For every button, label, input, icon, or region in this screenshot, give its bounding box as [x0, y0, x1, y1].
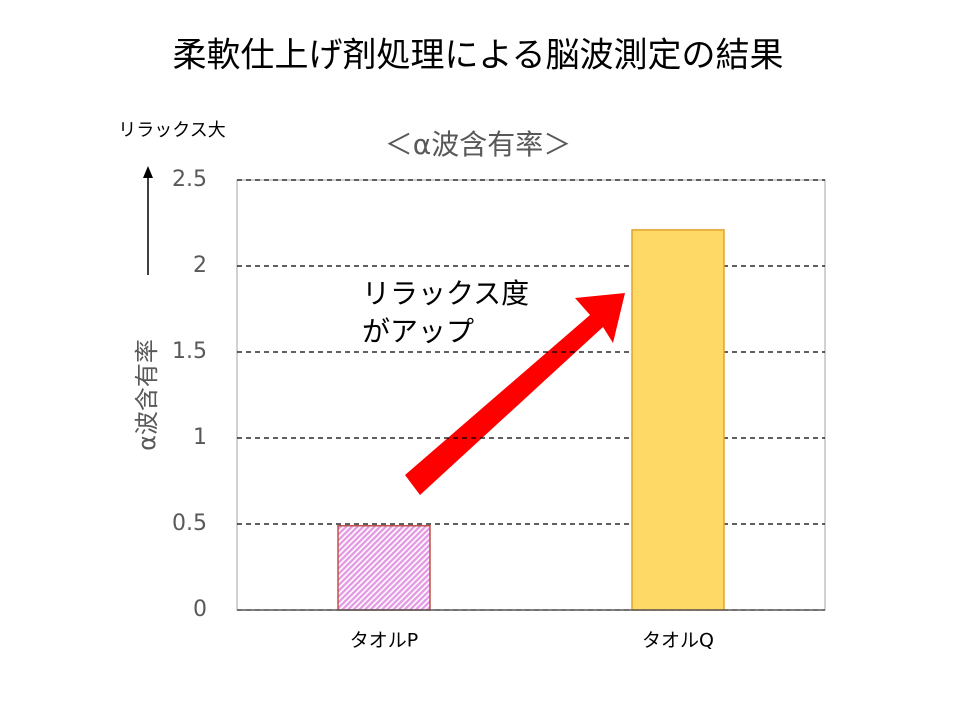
y-tick-label: 0	[193, 597, 207, 622]
y-tick-label: 2	[193, 253, 207, 278]
y-direction-label: リラックス大	[118, 120, 225, 141]
y-axis-label: α波含有率	[133, 339, 161, 451]
y-tick-label: 2.5	[172, 167, 207, 192]
bar	[337, 524, 431, 611]
annotation: リラックス度	[362, 277, 529, 310]
increase-arrow	[405, 293, 625, 495]
chart-subtitle: ＜α波含有率＞	[385, 128, 571, 161]
bar	[631, 229, 725, 611]
direction-arrow-head	[143, 166, 153, 178]
x-tick-label: タオルQ	[642, 630, 714, 652]
y-tick-label: 1.5	[172, 339, 207, 364]
y-tick-label: 0.5	[172, 511, 207, 536]
annotation: がアップ	[362, 315, 474, 348]
x-tick-label: タオルP	[350, 630, 418, 652]
chart-title: 柔軟仕上げ剤処理による脳波測定の結果	[173, 36, 784, 76]
y-tick-label: 1	[193, 425, 207, 450]
